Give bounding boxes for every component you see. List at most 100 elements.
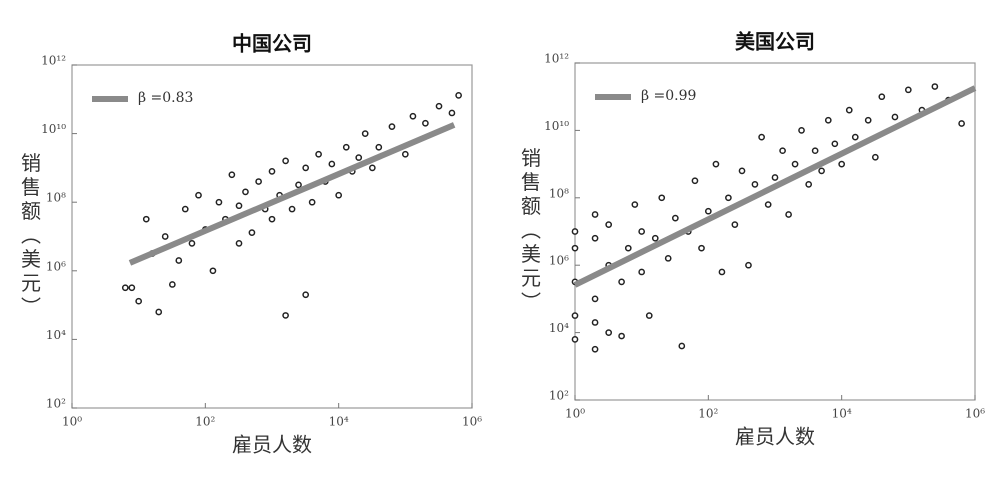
scatter-point — [645, 312, 653, 319]
scatter-point — [235, 202, 243, 210]
scatter-point — [181, 205, 189, 213]
scatter-point — [268, 168, 276, 175]
x-tick-label: 10² — [698, 407, 718, 421]
scatter-point — [135, 297, 143, 305]
scatter-point — [188, 240, 196, 247]
legend-label: β =0.83 — [138, 90, 193, 106]
scatter-point — [288, 205, 296, 213]
scatter-point — [209, 267, 217, 275]
chart-title: 美国公司 — [735, 30, 815, 54]
scatter-point — [295, 181, 302, 189]
scatter-point — [315, 150, 322, 158]
scatter-point — [248, 229, 256, 236]
scatter-point — [302, 164, 310, 172]
scatter-point — [618, 278, 625, 286]
x-tick-label: 10⁰ — [565, 407, 585, 421]
scatter-point — [751, 181, 759, 188]
scatter-point — [142, 215, 150, 223]
scatter-point — [851, 133, 859, 141]
trend-line — [573, 85, 977, 288]
y-tick-label: 10¹² — [41, 54, 66, 68]
scatter-point — [571, 312, 579, 319]
scatter-point — [638, 228, 646, 235]
scatter-point — [811, 147, 819, 155]
y-tick-label: 10⁴ — [549, 321, 569, 335]
scatter-point — [448, 109, 456, 117]
scatter-point — [302, 291, 310, 299]
scatter-point — [704, 207, 712, 215]
scatter-point — [664, 254, 672, 262]
scatter-point — [168, 281, 176, 288]
x-tick-label: 10² — [195, 415, 215, 429]
y-tick-label: 10⁸ — [549, 186, 569, 200]
y-tick-label: 10² — [46, 397, 66, 411]
scatter-point — [571, 228, 579, 235]
scatter-point — [155, 308, 163, 316]
scatter-point — [591, 345, 599, 353]
scatter-point — [878, 93, 886, 101]
scatter-point — [571, 244, 579, 252]
scatter-point — [831, 140, 839, 148]
scatter-point — [891, 113, 899, 121]
scatter-point — [731, 221, 739, 228]
scatter-point — [195, 191, 202, 199]
trend-line — [128, 122, 456, 266]
x-tick-label: 10⁴ — [329, 415, 349, 429]
scatter-point — [605, 221, 613, 228]
scatter-point — [678, 342, 686, 350]
scatter-point — [764, 201, 772, 208]
scatter-point — [282, 312, 289, 319]
scatter-point — [571, 336, 579, 343]
scatter-point — [591, 234, 599, 242]
x-axis-label: 雇员人数 — [232, 433, 312, 457]
legend-label: β =0.99 — [641, 88, 696, 104]
y-tick-label: 10⁶ — [549, 254, 569, 268]
plot-frame — [574, 62, 976, 401]
scatter-point — [871, 153, 879, 161]
scatter-point — [215, 198, 223, 206]
scatter-point — [638, 268, 646, 276]
scatter-point — [268, 215, 276, 223]
scatter-point — [758, 133, 765, 141]
scatter-point — [624, 244, 632, 252]
scatter-point — [328, 160, 336, 168]
scatter-point — [355, 154, 363, 161]
scatter-point — [771, 174, 779, 181]
scatter-point — [435, 102, 443, 110]
y-tick-label: 10¹⁰ — [544, 119, 569, 133]
y-tick-label: 10¹² — [544, 52, 569, 66]
scatter-point — [631, 201, 639, 208]
scatter-point — [455, 92, 462, 99]
scatter-point — [342, 143, 350, 151]
scatter-point — [718, 268, 726, 276]
scatter-point — [388, 123, 396, 130]
scatter-point — [725, 194, 732, 202]
scatter-point — [235, 240, 243, 247]
plot-frame — [71, 64, 473, 409]
scatter-point — [798, 127, 805, 134]
x-tick-label: 10⁶ — [965, 407, 985, 421]
scatter-point — [805, 181, 813, 188]
scatter-point — [904, 86, 912, 94]
scatter-point — [409, 112, 417, 120]
scatter-point — [671, 214, 679, 222]
scatter-point — [175, 257, 183, 264]
scatter-point — [824, 116, 832, 124]
x-axis-label: 雇员人数 — [735, 425, 815, 449]
scatter-point — [368, 164, 376, 172]
y-tick-label: 10⁴ — [46, 328, 66, 342]
scatter-point — [958, 120, 965, 127]
y-tick-label: 10¹⁰ — [41, 122, 66, 136]
scatter-point — [228, 171, 236, 179]
y-tick-label: 10⁸ — [46, 191, 66, 205]
scatter-point — [255, 178, 262, 185]
scatter-point — [691, 177, 699, 185]
scatter-point — [818, 167, 825, 175]
scatter-point — [864, 116, 872, 124]
scatter-point — [745, 261, 752, 269]
scatter-point — [401, 150, 409, 158]
scatter-point — [361, 130, 369, 137]
scatter-point — [658, 194, 666, 202]
scatter-point — [785, 211, 792, 218]
scatter-point — [738, 167, 746, 175]
